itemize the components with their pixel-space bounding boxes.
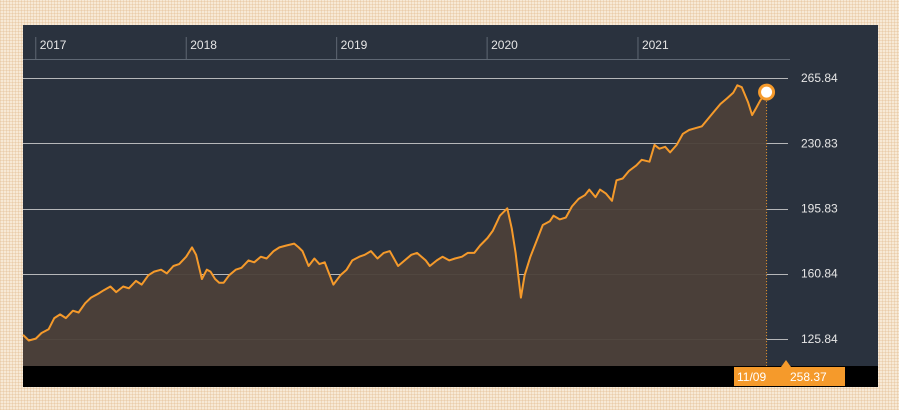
x-tick-label: 2017	[40, 38, 67, 52]
y-tick-label: 230.83	[801, 136, 838, 150]
footer-bar	[23, 366, 878, 387]
last-point-marker[interactable]	[758, 83, 776, 101]
series-area-fill	[23, 85, 767, 367]
x-tick-label: 2018	[190, 38, 217, 52]
x-tick-label: 2021	[642, 38, 669, 52]
x-tick-label: 2020	[491, 38, 518, 52]
plot-area: 2017 2018 2019 2020 2021 265.84 230.83 195.83 1…	[22, 25, 878, 367]
y-tick-label: 195.83	[801, 202, 838, 216]
series-line	[22, 84, 768, 342]
x-tick-label: 2019	[341, 38, 368, 52]
y-tick-label: 265.84	[801, 71, 838, 85]
y-tick-label: 160.84	[801, 267, 838, 281]
last-value-label: 258.37	[790, 370, 827, 384]
y-tick-label: 125.84	[801, 332, 838, 346]
x-tick-band	[23, 25, 878, 59]
last-date-label: 11/09	[737, 370, 766, 384]
last-value-badge: 11/09 258.37	[734, 360, 845, 386]
badge-pointer	[781, 360, 791, 367]
badge-background	[734, 367, 845, 386]
